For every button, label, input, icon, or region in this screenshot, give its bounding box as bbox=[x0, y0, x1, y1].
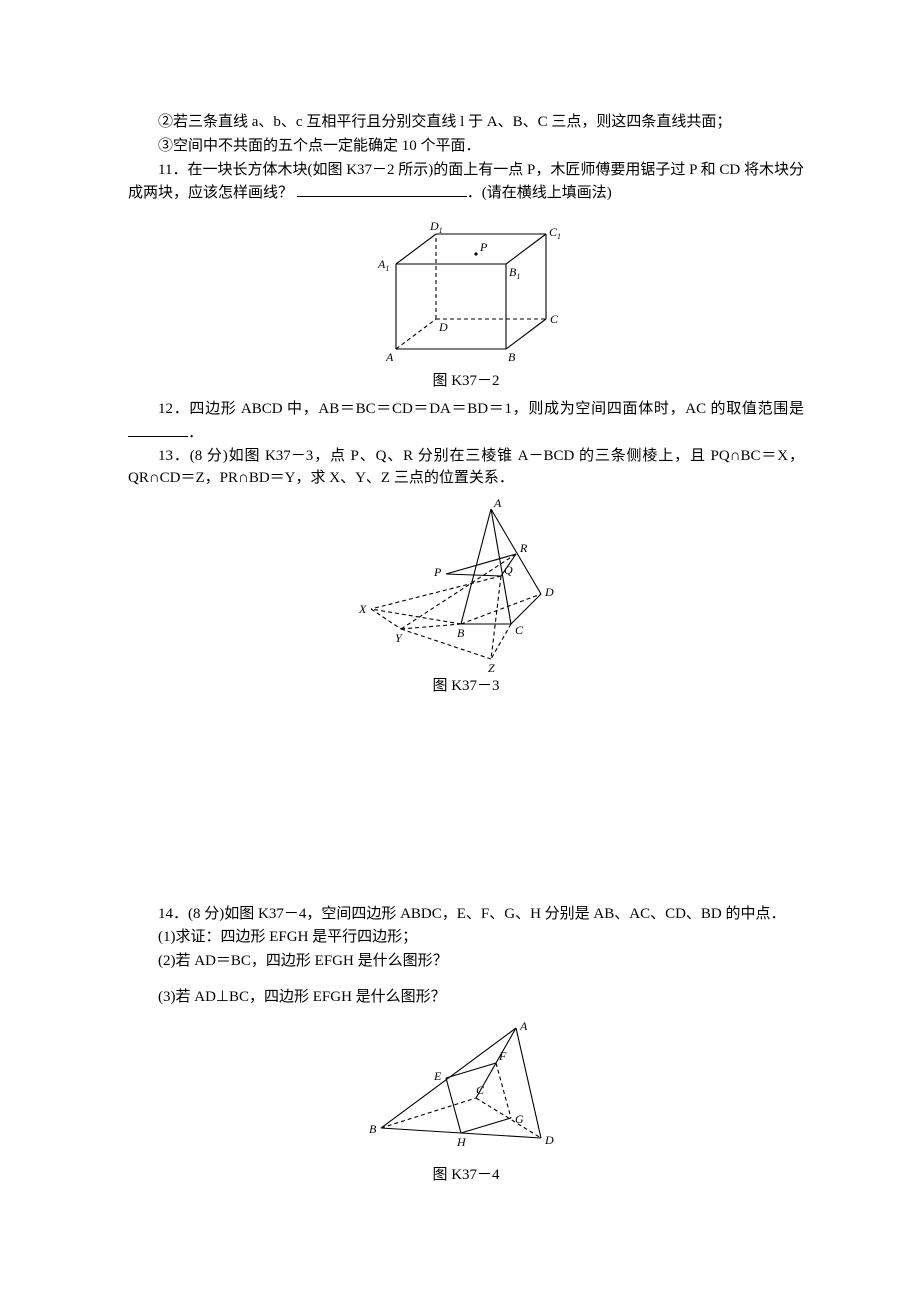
figure-k37-4: A B C D E F G H 图 K37－4 bbox=[128, 1013, 804, 1187]
svg-text:B: B bbox=[369, 1122, 377, 1136]
figure-k37-3-svg: A B C D P QR X Y Z bbox=[346, 494, 586, 674]
svg-text:D: D bbox=[438, 320, 448, 334]
svg-text:B: B bbox=[457, 626, 465, 640]
svg-text:Z: Z bbox=[488, 661, 495, 674]
svg-text:R: R bbox=[519, 541, 528, 555]
figure-k37-4-caption: 图 K37－4 bbox=[432, 1165, 499, 1187]
svg-text:Y: Y bbox=[395, 631, 403, 645]
q14-text: 14．(8 分)如图 K37－4，空间四边形 ABDC，E、F、G、H 分别是 … bbox=[158, 906, 786, 922]
question-14: 14．(8 分)如图 K37－4，空间四边形 ABDC，E、F、G、H 分别是 … bbox=[128, 904, 804, 926]
question-11: 11．在一块长方体木块(如图 K37－2 所示)的面上有一点 P，木匠师傅要用锯… bbox=[128, 160, 804, 206]
svg-text:C: C bbox=[550, 312, 559, 326]
page: ②若三条直线 a、b、c 互相平行且分别交直线 l 于 A、B、C 三点，则这四… bbox=[0, 0, 920, 1232]
svg-text:B1: B1 bbox=[509, 265, 520, 281]
q11-blank[interactable] bbox=[297, 181, 467, 197]
figure-k37-2: P A B C D A1 B1 C1 D1 图 K37－2 bbox=[128, 209, 804, 393]
svg-text:P: P bbox=[479, 240, 488, 254]
svg-text:E: E bbox=[433, 1069, 442, 1083]
svg-text:D1: D1 bbox=[429, 219, 443, 235]
svg-text:X: X bbox=[358, 602, 367, 616]
q14-3-text: (3)若 AD⊥BC，四边形 EFGH 是什么图形？ bbox=[158, 989, 446, 1005]
q14-2-text: (2)若 AD＝BC，四边形 EFGH 是什么图形？ bbox=[158, 953, 448, 969]
svg-text:A1: A1 bbox=[377, 257, 389, 273]
question-14-1: (1)求证：四边形 EFGH 是平行四边形； bbox=[128, 927, 804, 949]
question-14-3: (3)若 AD⊥BC，四边形 EFGH 是什么图形？ bbox=[128, 987, 804, 1009]
question-12: 12．四边形 ABCD 中，AB＝BC＝CD＝DA＝BD＝1，则成为空间四面体时… bbox=[128, 399, 804, 445]
figure-k37-4-svg: A B C D E F G H bbox=[356, 1013, 576, 1163]
svg-text:H: H bbox=[456, 1135, 467, 1149]
figure-k37-2-svg: P A B C D A1 B1 C1 D1 bbox=[366, 209, 566, 369]
svg-text:C: C bbox=[476, 1083, 485, 1097]
question-13: 13．(8 分)如图 K37－3，点 P、Q、R 分别在三棱锥 A－BCD 的三… bbox=[128, 446, 804, 490]
svg-text:Q: Q bbox=[504, 563, 513, 577]
svg-text:G: G bbox=[515, 1112, 524, 1126]
question-14-2: (2)若 AD＝BC，四边形 EFGH 是什么图形？ bbox=[128, 951, 804, 973]
figure-k37-3-caption: 图 K37－3 bbox=[432, 676, 499, 698]
spacer bbox=[128, 704, 804, 904]
item-circled-3: ③空间中不共面的五个点一定能确定 10 个平面． bbox=[128, 136, 804, 158]
q12-blank[interactable] bbox=[128, 421, 188, 437]
q12-text-b: ． bbox=[188, 425, 203, 441]
svg-text:C: C bbox=[515, 623, 524, 637]
svg-text:A: A bbox=[493, 496, 502, 510]
svg-text:D: D bbox=[544, 585, 554, 599]
text: ③空间中不共面的五个点一定能确定 10 个平面． bbox=[158, 138, 481, 154]
svg-text:P: P bbox=[433, 565, 442, 579]
svg-text:A: A bbox=[519, 1019, 528, 1033]
q12-text-a: 12．四边形 ABCD 中，AB＝BC＝CD＝DA＝BD＝1，则成为空间四面体时… bbox=[158, 401, 804, 417]
text: ②若三条直线 a、b、c 互相平行且分别交直线 l 于 A、B、C 三点，则这四… bbox=[158, 114, 731, 130]
svg-text:F: F bbox=[498, 1049, 507, 1063]
q14-1-text: (1)求证：四边形 EFGH 是平行四边形； bbox=[158, 929, 417, 945]
figure-k37-3: A B C D P QR X Y Z 图 K37－3 bbox=[128, 494, 804, 698]
item-circled-2: ②若三条直线 a、b、c 互相平行且分别交直线 l 于 A、B、C 三点，则这四… bbox=[128, 112, 804, 134]
q11-text-b: ．(请在横线上填画法) bbox=[467, 185, 612, 201]
q13-text: 13．(8 分)如图 K37－3，点 P、Q、R 分别在三棱锥 A－BCD 的三… bbox=[128, 448, 804, 486]
svg-text:B: B bbox=[508, 350, 516, 364]
svg-text:C1: C1 bbox=[549, 225, 561, 241]
svg-text:D: D bbox=[544, 1133, 554, 1147]
figure-k37-2-caption: 图 K37－2 bbox=[432, 371, 499, 393]
svg-text:A: A bbox=[385, 350, 394, 364]
